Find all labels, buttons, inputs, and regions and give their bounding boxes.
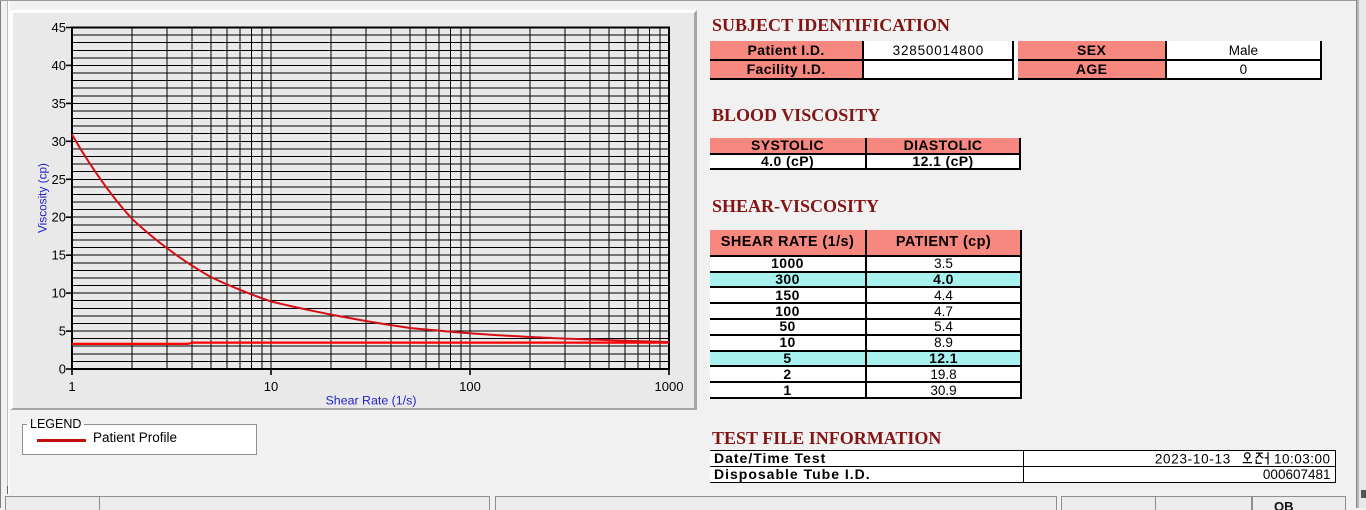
svg-text:Viscosity (cp): Viscosity (cp) [36, 163, 50, 233]
svg-text:10: 10 [52, 286, 66, 301]
svg-text:100: 100 [459, 379, 481, 394]
svg-text:20: 20 [52, 210, 66, 225]
svg-text:45: 45 [52, 20, 66, 35]
svg-text:1000: 1000 [655, 379, 684, 394]
svg-text:Shear Rate (1/s): Shear Rate (1/s) [326, 394, 417, 408]
svg-text:5: 5 [59, 324, 66, 339]
svg-text:35: 35 [52, 96, 66, 111]
svg-text:0: 0 [59, 362, 66, 377]
svg-text:15: 15 [52, 248, 66, 263]
svg-text:1: 1 [68, 379, 75, 394]
svg-text:30: 30 [52, 134, 66, 149]
svg-text:40: 40 [52, 58, 66, 73]
svg-text:10: 10 [264, 379, 278, 394]
svg-text:25: 25 [52, 172, 66, 187]
